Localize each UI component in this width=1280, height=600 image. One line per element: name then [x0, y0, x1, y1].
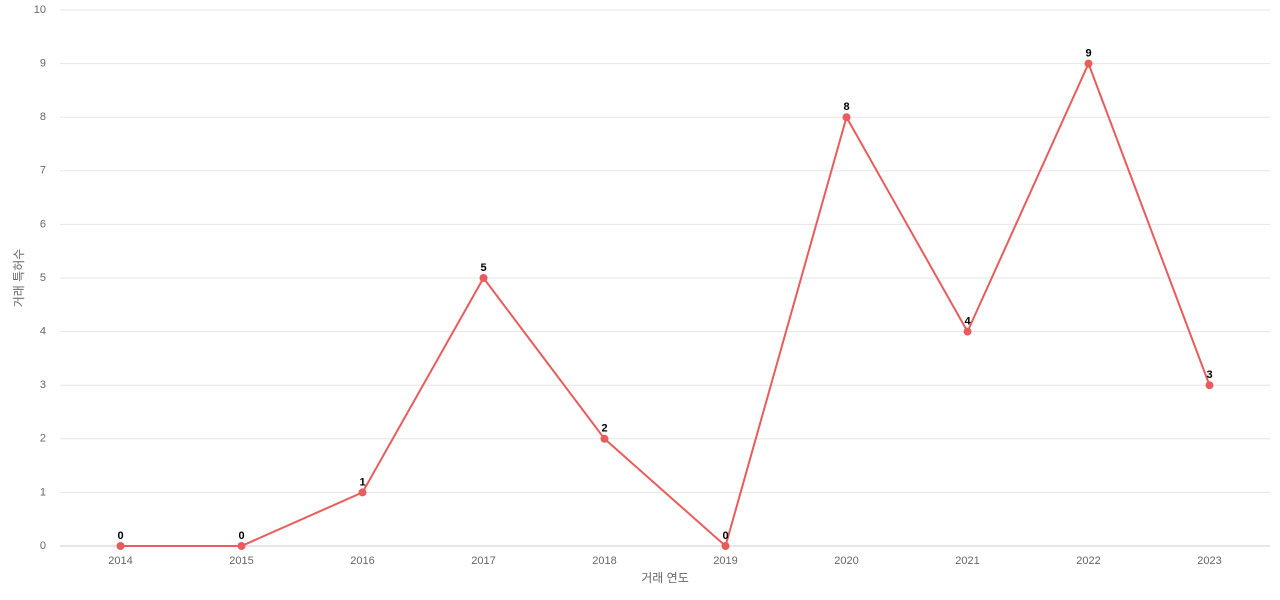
- data-label: 9: [1085, 48, 1091, 60]
- data-label: 2: [601, 423, 607, 435]
- data-label: 0: [722, 530, 728, 542]
- data-label: 0: [117, 530, 123, 542]
- x-tick-label: 2017: [471, 555, 495, 567]
- data-label: 4: [964, 316, 971, 328]
- y-tick-label: 2: [40, 433, 46, 445]
- x-tick-label: 2019: [713, 555, 737, 567]
- y-tick-label: 7: [40, 165, 46, 177]
- x-tick-label: 2023: [1197, 555, 1221, 567]
- data-point: [358, 488, 367, 497]
- x-tick-label: 2021: [955, 555, 979, 567]
- y-tick-label: 1: [40, 486, 46, 498]
- y-axis-title: 거래 특허수: [12, 249, 26, 308]
- data-point: [479, 274, 488, 282]
- y-tick-label: 0: [40, 540, 46, 552]
- x-tick-label: 2014: [108, 555, 132, 567]
- x-tick-label: 2018: [592, 555, 616, 567]
- y-tick-label: 10: [34, 4, 46, 16]
- data-point: [963, 327, 972, 336]
- data-label: 0: [238, 530, 244, 542]
- data-point: [237, 542, 246, 550]
- data-point: [842, 113, 851, 122]
- y-tick-label: 6: [40, 218, 46, 230]
- y-tick-label: 5: [40, 272, 46, 284]
- x-axis-title: 거래 연도: [641, 571, 689, 585]
- data-label: 3: [1206, 369, 1212, 381]
- x-tick-label: 2022: [1076, 555, 1100, 567]
- y-tick-label: 8: [40, 111, 46, 123]
- y-tick-label: 3: [40, 379, 46, 391]
- data-line: [120, 60, 1211, 548]
- data-label: 1: [359, 476, 365, 488]
- data-point: [1205, 381, 1214, 390]
- data-point: [721, 542, 730, 550]
- y-tick-label: 4: [40, 326, 46, 338]
- x-tick-label: 2020: [834, 555, 858, 567]
- y-tick-label: 9: [40, 58, 46, 70]
- x-tick-label: 2016: [350, 555, 374, 567]
- data-label: 8: [843, 101, 849, 113]
- data-label: 5: [480, 262, 486, 274]
- data-point: [600, 434, 609, 443]
- data-point: [116, 542, 125, 550]
- data-point: [1084, 59, 1093, 68]
- x-tick-label: 2015: [229, 555, 253, 567]
